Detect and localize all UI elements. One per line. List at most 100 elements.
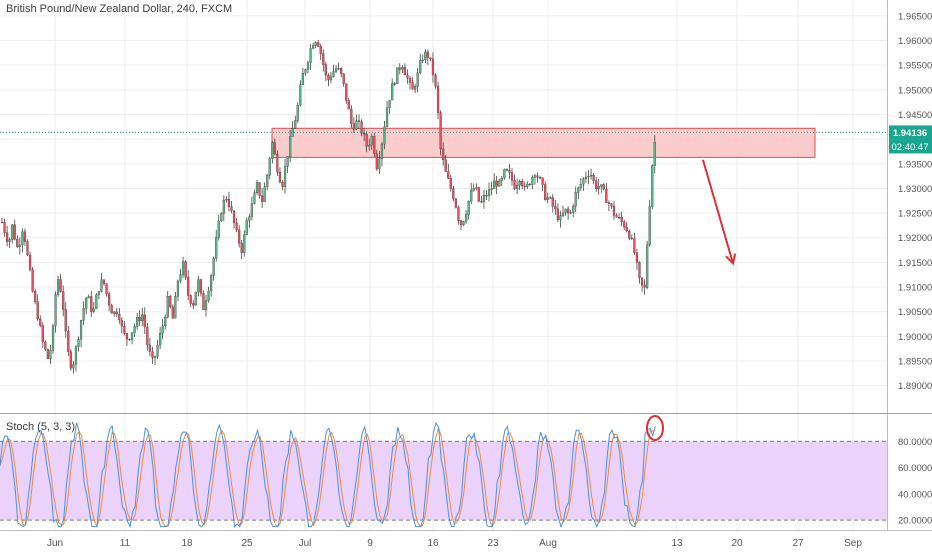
candle-down [151,351,154,358]
candle-up [370,136,373,146]
y-tick-label: 1.95000 [898,85,932,96]
candle-down [347,100,350,110]
candle-up [546,197,549,200]
candle-down [227,198,231,207]
candle-up [306,62,310,70]
candle-down [615,215,618,218]
candle-down [630,237,633,240]
stochastic-label: Stoch (5, 3, 3) [6,421,76,433]
candle-down [628,230,631,239]
candle-down [436,85,440,113]
candle-up [253,192,256,204]
candle-down [403,66,407,76]
candle-down [90,296,93,312]
candle-down [322,53,325,65]
candle-up [161,325,164,334]
candle-up [82,308,85,321]
candle-down [350,108,353,124]
candle-up [579,184,582,188]
candle-down [146,326,149,346]
overbought-highlight [646,415,664,441]
candle-down [556,208,560,221]
candle-down [258,182,261,196]
candle-up [248,216,251,221]
candle-down [232,210,236,224]
candle-up [181,261,185,275]
candle-up [503,169,506,179]
candle-down [352,123,356,130]
candle-down [319,46,322,54]
candle-down [105,283,108,294]
candle-up [51,325,55,351]
candle-down [192,303,195,306]
candle-up [314,42,317,46]
candle-up [337,68,340,70]
candle-down [607,202,611,204]
candle-up [92,308,95,312]
candle-down [406,74,409,79]
candle-down [510,172,514,181]
candle-up [577,187,580,193]
candle-up [141,314,144,321]
candle-up [217,220,220,238]
candle-down [324,64,327,76]
candle-up [225,198,228,201]
candle-up [153,355,157,358]
x-tick-label: Aug [539,538,557,549]
candle-up [133,326,136,333]
candle-up [8,239,11,242]
candle-down [623,221,626,228]
candle-up [204,300,208,311]
candle-down [452,188,455,200]
candle-up [79,320,83,340]
candle-down [199,279,202,294]
candle-up [220,213,223,222]
candle-down [480,201,483,203]
candle-down [439,112,442,150]
candle-down [28,254,32,270]
candle-up [470,190,473,202]
candle-down [281,182,284,187]
candle-up [74,346,78,365]
candle-down [238,229,241,244]
candle-down [59,279,62,292]
candle-down [39,318,42,326]
candle-up [72,363,75,369]
candle-up [549,197,552,199]
candle-down [544,184,547,200]
candle-down [505,169,509,171]
y-tick-label: 1.94500 [898,110,932,121]
candle-up [334,68,338,72]
candle-up [166,296,169,318]
candle-up [559,215,562,221]
candle-down [273,142,276,155]
candle-up [472,188,475,191]
candle-up [653,142,656,166]
candle-down [362,133,366,135]
candle-down [592,174,595,181]
candle-down [317,42,320,47]
candle-down [171,306,174,319]
candle-up [332,71,335,77]
candle-down [398,67,401,70]
candle-up [378,158,381,170]
candle-up [263,186,266,202]
candle-down [69,351,72,369]
candle-up [87,296,90,299]
candle-down [508,170,511,173]
candle-up [18,244,21,247]
candle-down [169,296,172,308]
candle-down [541,177,544,185]
candle-down [26,241,29,256]
y-tick-label: 1.91000 [898,283,932,294]
stoch-tick-label: 80.0000 [898,437,932,448]
candle-down [41,325,44,342]
candle-up [194,291,197,306]
candle-down [202,293,205,311]
candle-down [125,333,129,340]
arrow-head [725,253,737,266]
current-price-badge [889,125,932,140]
candle-down [643,284,646,288]
candle-down [635,252,639,263]
